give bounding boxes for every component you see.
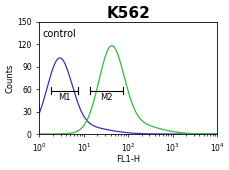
Y-axis label: Counts: Counts [5, 63, 14, 92]
Text: M1: M1 [58, 93, 71, 102]
X-axis label: FL1-H: FL1-H [116, 155, 140, 164]
Title: K562: K562 [106, 6, 150, 21]
Text: M2: M2 [100, 93, 112, 102]
Text: control: control [42, 29, 76, 39]
